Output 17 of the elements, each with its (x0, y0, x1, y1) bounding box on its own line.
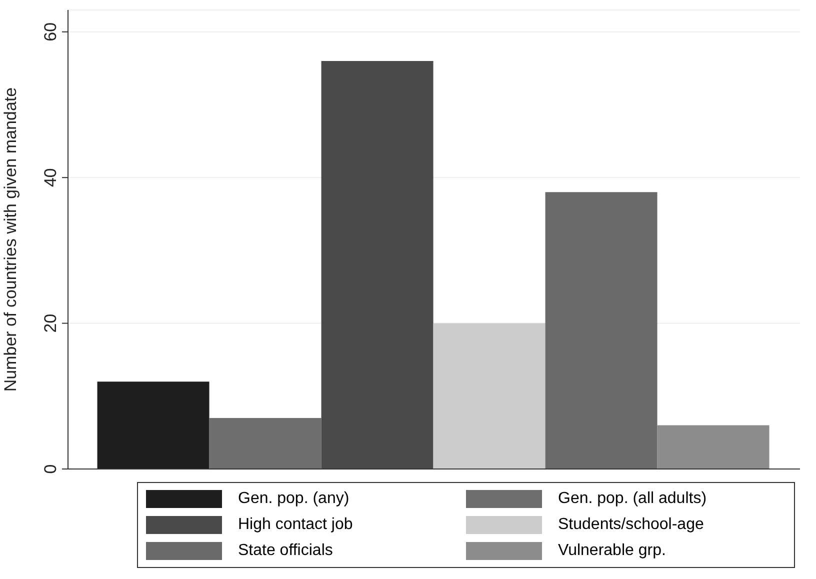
legend-label: Vulnerable grp. (558, 542, 666, 560)
y-axis-title: Number of countries with given mandate (1, 87, 20, 392)
y-tick-label: 40 (41, 168, 60, 188)
bar (209, 418, 322, 469)
legend-label: Gen. pop. (all adults) (558, 490, 707, 508)
y-tick-label: 0 (41, 464, 60, 474)
y-tick-label: 20 (41, 314, 60, 333)
bar (545, 192, 658, 469)
legend-label: Gen. pop. (any) (238, 490, 350, 508)
bar (321, 61, 434, 469)
bar (97, 382, 210, 469)
legend-label: High contact job (238, 516, 353, 534)
bar (657, 425, 770, 469)
legend-label: Students/school-age (558, 516, 704, 534)
legend-label: State officials (238, 542, 333, 560)
bar (433, 323, 546, 469)
y-tick-label: 60 (41, 22, 60, 42)
